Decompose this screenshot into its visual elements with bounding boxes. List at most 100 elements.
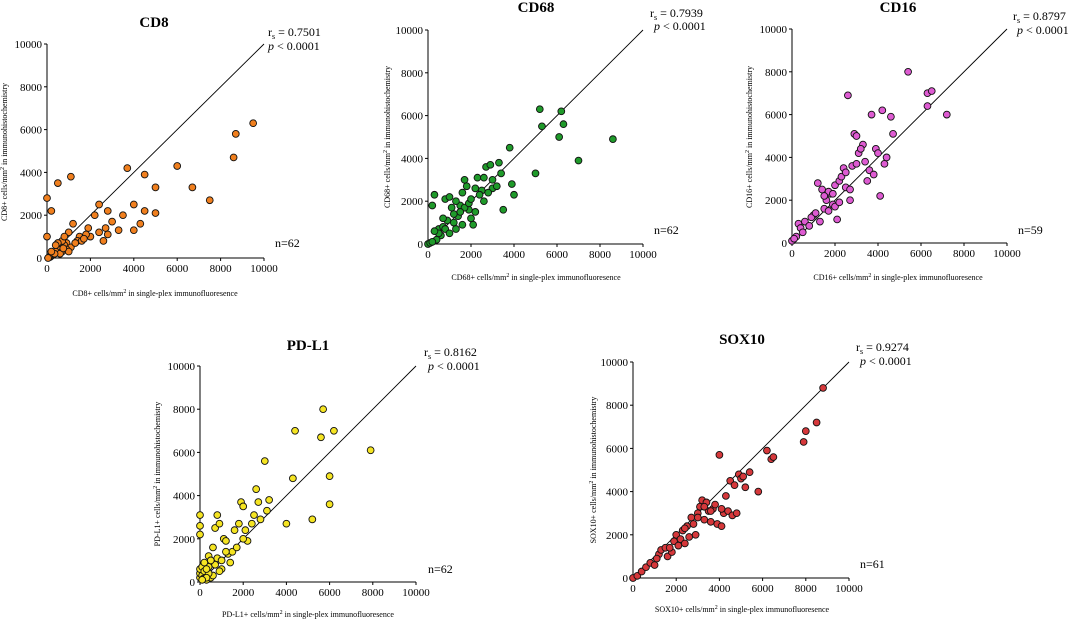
data-point bbox=[700, 515, 709, 524]
data-point bbox=[665, 543, 674, 552]
y-tick-label: 6000 bbox=[765, 110, 788, 122]
data-point bbox=[818, 185, 826, 194]
data-point bbox=[95, 200, 103, 209]
x-tick-label: 10000 bbox=[835, 583, 863, 595]
chart-title: CD68 bbox=[518, 0, 555, 16]
data-point bbox=[706, 517, 715, 526]
x-tick-label: 2000 bbox=[824, 248, 847, 260]
data-point bbox=[289, 474, 297, 483]
data-point bbox=[867, 110, 876, 119]
data-point bbox=[428, 201, 437, 210]
x-tick-label: 0 bbox=[630, 583, 636, 595]
data-point bbox=[430, 190, 439, 199]
data-point bbox=[173, 162, 182, 170]
rs-stat: rs = 0.7501 bbox=[268, 25, 321, 41]
data-point bbox=[114, 226, 123, 235]
data-point bbox=[484, 188, 493, 197]
panel-cd16: CD16 0 2000 4000 6000 8000 10000 0 2000 4000 6000… bbox=[745, 0, 1069, 282]
data-point bbox=[475, 190, 484, 199]
x-tick-label: 0 bbox=[789, 248, 795, 260]
x-tick-label: 2000 bbox=[460, 249, 483, 261]
x-tick-label: 2000 bbox=[665, 583, 688, 595]
x-tick-label: 4000 bbox=[503, 249, 526, 261]
y-axis-label: SOX10+ cells/mm2 in immunohistochemistry bbox=[589, 397, 598, 544]
plot-area: 0 2000 4000 6000 8000 10000 0 2000 4000 6000 8000 1… bbox=[396, 25, 658, 261]
plot-area: 0 2000 4000 6000 8000 10000 0 2000 4000 6000 8000 1… bbox=[760, 24, 1022, 260]
data-point bbox=[60, 232, 69, 241]
data-point bbox=[652, 554, 661, 563]
data-point bbox=[790, 234, 799, 243]
y-axis-label: PD-L1+ cells/mm2 in immunohistochemistry bbox=[153, 402, 162, 547]
data-point bbox=[239, 502, 248, 511]
data-point bbox=[717, 505, 726, 513]
data-point bbox=[717, 522, 726, 531]
data-point bbox=[497, 169, 505, 178]
x-tick-label: 6000 bbox=[319, 587, 342, 599]
data-point bbox=[495, 158, 503, 167]
y-tick-label: 6000 bbox=[606, 443, 629, 455]
data-point bbox=[689, 520, 698, 528]
x-tick-label: 0 bbox=[197, 587, 203, 599]
y-axis-label: CD68+ cells/mm2 in immunohistochemistry bbox=[383, 66, 392, 208]
n-label: n=62 bbox=[654, 223, 679, 237]
data-point bbox=[559, 120, 568, 129]
y-tick-label: 10000 bbox=[396, 25, 424, 37]
panel-cd68: CD68 0 2000 4000 6000 8000 10000 0 2000 4000 6000… bbox=[383, 0, 706, 282]
data-point bbox=[196, 530, 204, 539]
data-point bbox=[869, 170, 878, 179]
y-tick-label: 10000 bbox=[601, 357, 629, 369]
rs-stat: rs = 0.9274 bbox=[856, 340, 909, 356]
data-point bbox=[200, 558, 209, 567]
data-point bbox=[308, 515, 317, 524]
y-tick-label: 6000 bbox=[401, 111, 424, 123]
x-tick-label: 8000 bbox=[953, 248, 976, 260]
y-axis-label: CD8+ cells/mm2 in immunohistochemistry bbox=[0, 83, 9, 221]
x-tick-label: 10000 bbox=[250, 263, 278, 275]
data-point bbox=[151, 183, 160, 192]
data-point bbox=[330, 426, 338, 435]
data-point bbox=[650, 561, 659, 569]
x-axis-label: PD-L1+ cells/mm2 in single-plex immunofl… bbox=[222, 610, 394, 619]
x-axis-label: SOX10+ cells/mm2 in single-plex immunofl… bbox=[655, 605, 830, 614]
data-point bbox=[508, 180, 516, 188]
y-tick-label: 8000 bbox=[765, 67, 788, 79]
x-tick-label: 2000 bbox=[232, 587, 255, 599]
y-tick-label: 2000 bbox=[173, 534, 196, 546]
data-point bbox=[188, 183, 197, 192]
data-point bbox=[687, 513, 696, 522]
data-point bbox=[430, 227, 439, 236]
data-point bbox=[213, 511, 222, 519]
data-point bbox=[123, 164, 132, 172]
data-point bbox=[90, 211, 99, 220]
y-tick-label: 2000 bbox=[765, 195, 788, 207]
x-tick-label: 0 bbox=[44, 263, 50, 275]
y-tick-label: 6000 bbox=[20, 125, 43, 137]
data-point bbox=[819, 384, 827, 392]
data-point bbox=[254, 498, 263, 506]
data-point bbox=[923, 102, 932, 110]
data-point bbox=[878, 106, 887, 115]
data-point bbox=[256, 515, 265, 524]
data-point bbox=[445, 229, 454, 238]
data-point bbox=[136, 219, 145, 228]
data-point bbox=[53, 179, 62, 187]
data-point bbox=[460, 175, 469, 184]
y-tick-label: 4000 bbox=[20, 167, 43, 179]
x-tick-label: 4000 bbox=[275, 587, 298, 599]
data-point bbox=[904, 67, 912, 76]
data-point bbox=[889, 130, 897, 138]
data-point bbox=[119, 211, 127, 220]
data-point bbox=[480, 197, 488, 206]
data-point bbox=[449, 210, 458, 218]
data-point bbox=[846, 196, 854, 205]
data-point bbox=[715, 451, 724, 459]
data-point bbox=[741, 483, 750, 492]
x-tick-label: 0 bbox=[425, 249, 431, 261]
data-point bbox=[510, 190, 518, 199]
data-point bbox=[680, 539, 689, 548]
y-tick-label: 8000 bbox=[606, 400, 629, 412]
x-tick-label: 6000 bbox=[910, 248, 933, 260]
data-point bbox=[841, 168, 850, 177]
data-point bbox=[103, 230, 112, 239]
